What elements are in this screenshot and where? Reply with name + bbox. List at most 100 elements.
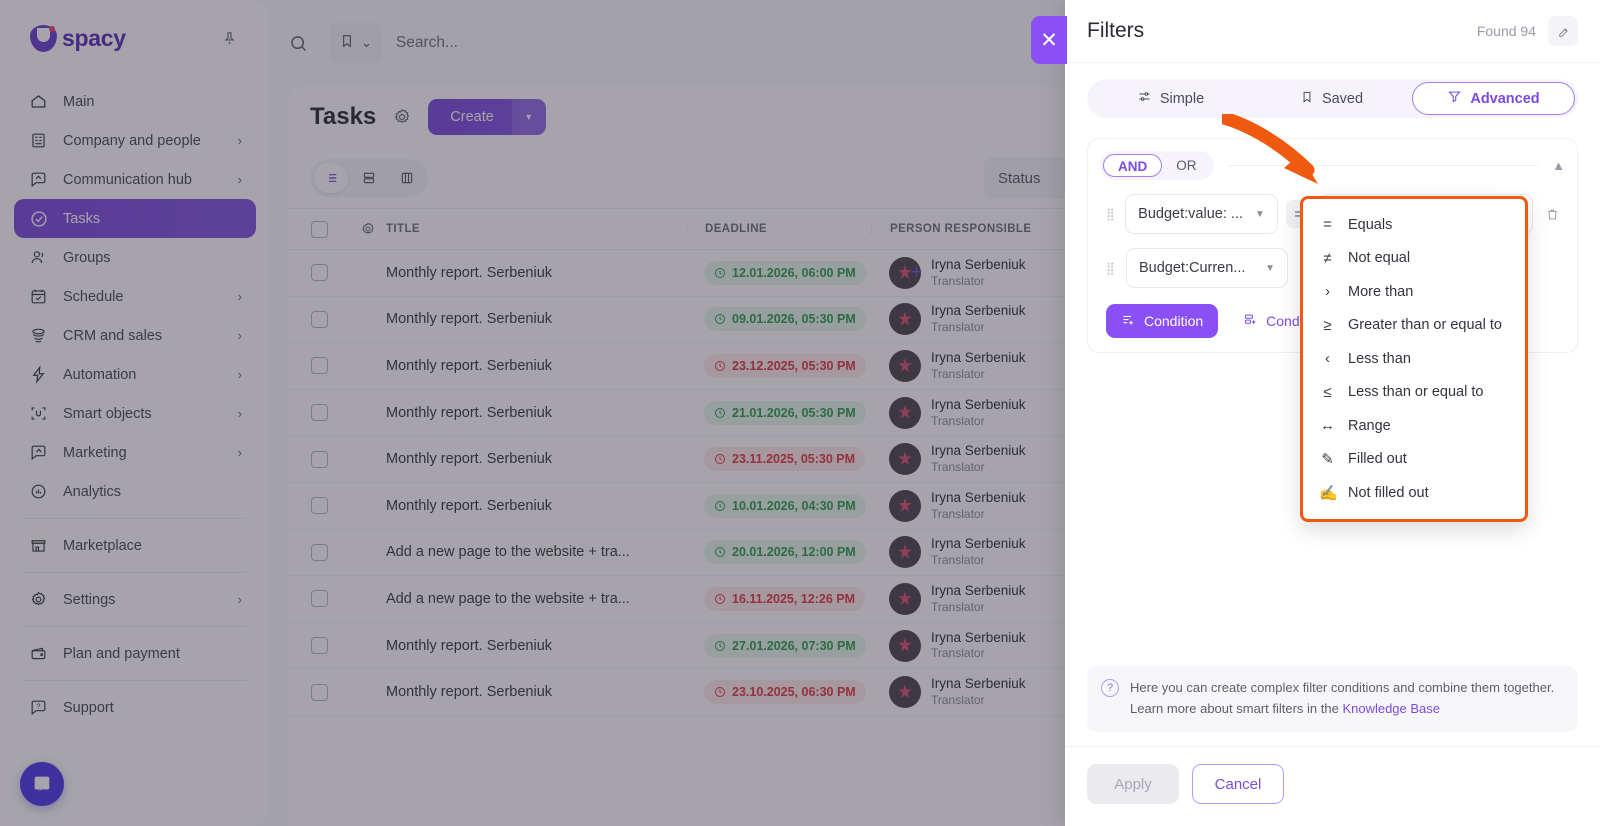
operator-menu-item[interactable]: ✍ Not filled out <box>1303 476 1525 510</box>
eraser-icon[interactable] <box>1548 16 1578 46</box>
table-row[interactable]: Monthly report. Serbeniuk 10.01.2026, 04:… <box>288 483 1582 530</box>
avatar <box>889 582 921 615</box>
messenger-icon[interactable] <box>20 762 64 806</box>
sidebar-item-marketing[interactable]: Marketing › <box>14 433 256 472</box>
row-checkbox[interactable] <box>310 497 328 515</box>
condition-field-label-2: Budget:Curren... <box>1139 260 1246 276</box>
table-row[interactable]: Monthly report. Serbeniuk 23.11.2025, 05:… <box>288 436 1582 483</box>
row-checkbox[interactable] <box>310 404 328 422</box>
task-title[interactable]: Add a new page to the website + tra... <box>386 544 630 561</box>
tab-advanced[interactable]: Advanced <box>1412 82 1575 115</box>
kanban-view-icon[interactable] <box>390 163 424 193</box>
condition-field-select-2[interactable]: Budget:Curren... ▼ <box>1126 248 1288 288</box>
operator-menu-item[interactable]: ≠ Not equal <box>1303 242 1525 276</box>
row-checkbox[interactable] <box>310 683 328 701</box>
row-checkbox[interactable] <box>310 543 328 561</box>
logic-toggle: AND OR <box>1100 151 1214 180</box>
home-icon <box>28 91 49 112</box>
table-row[interactable]: Monthly report. Serbeniuk 21.01.2026, 05:… <box>288 390 1582 437</box>
task-title[interactable]: Monthly report. Serbeniuk <box>386 404 553 421</box>
task-title[interactable]: Add a new page to the website + tra... <box>386 590 630 607</box>
table-row[interactable]: Monthly report. Serbeniuk 09.01.2026, 05:… <box>288 297 1582 344</box>
apply-button[interactable]: Apply <box>1087 764 1179 804</box>
tasks-settings-gear-icon[interactable] <box>390 105 414 129</box>
operator-menu-item[interactable]: ↔ Range <box>1303 409 1525 443</box>
row-checkbox[interactable] <box>310 357 328 375</box>
chevron-up-icon[interactable]: ▲ <box>1552 158 1565 173</box>
deadline-badge: 23.10.2025, 06:30 PM <box>704 680 866 705</box>
task-title[interactable]: Monthly report. Serbeniuk <box>386 637 553 654</box>
row-checkbox[interactable] <box>310 637 328 655</box>
operator-menu-item[interactable]: ‹ Less than <box>1303 342 1525 376</box>
logo[interactable]: spacy <box>30 24 126 52</box>
sidebar-item-crm-and-sales[interactable]: CRM and sales › <box>14 316 256 355</box>
table-row[interactable]: Add a new page to the website + tra... 16… <box>288 576 1582 623</box>
task-title[interactable]: Monthly report. Serbeniuk <box>386 357 553 374</box>
table-row[interactable]: Add a new page to the website + tra... 20… <box>288 530 1582 577</box>
row-checkbox[interactable] <box>310 590 328 608</box>
select-all-checkbox[interactable] <box>310 220 328 238</box>
sidebar-item-automation[interactable]: Automation › <box>14 355 256 394</box>
sidebar-item-label: Analytics <box>63 483 122 500</box>
operator-menu-item[interactable]: ≥ Greater than or equal to <box>1303 309 1525 343</box>
drag-handle-icon[interactable]: ⣿ <box>1106 207 1115 221</box>
sidebar-item-settings[interactable]: Settings › <box>14 580 256 619</box>
sidebar-item-plan-and-payment[interactable]: Plan and payment <box>14 634 256 673</box>
trash-icon[interactable] <box>1541 207 1565 222</box>
logic-and-button[interactable]: AND <box>1103 154 1163 177</box>
task-title[interactable]: Monthly report. Serbeniuk <box>386 684 553 701</box>
tab-saved[interactable]: Saved <box>1251 82 1412 115</box>
operator-menu-item[interactable]: › More than <box>1303 275 1525 309</box>
sidebar-item-tasks[interactable]: Tasks <box>14 199 256 238</box>
task-title[interactable]: Monthly report. Serbeniuk <box>386 264 553 281</box>
logic-or-button[interactable]: OR <box>1176 158 1197 173</box>
sidebar-item-groups[interactable]: Groups <box>14 238 256 277</box>
table-row[interactable]: Monthly report. Serbeniuk 12.01.2026, 06:… <box>288 250 1582 297</box>
search-icon[interactable] <box>288 33 309 54</box>
operator-menu-item[interactable]: ≤ Less than or equal to <box>1303 376 1525 410</box>
create-button[interactable]: Create ▾ <box>428 99 546 135</box>
operator-menu-item[interactable]: ✎ Filled out <box>1303 443 1525 477</box>
sidebar-item-schedule[interactable]: Schedule › <box>14 277 256 316</box>
person-name: Iryna Serbeniuk <box>931 676 1026 692</box>
row-checkbox[interactable] <box>310 450 328 468</box>
chevron-down-icon[interactable]: ▾ <box>511 99 546 135</box>
list-view-icon[interactable] <box>314 163 348 193</box>
task-title[interactable]: Monthly report. Serbeniuk <box>386 451 553 468</box>
table-row[interactable]: Monthly report. Serbeniuk 23.10.2025, 06:… <box>288 669 1582 716</box>
column-header-title[interactable]: TITLE <box>386 223 420 235</box>
add-condition-button[interactable]: Condition <box>1106 304 1219 338</box>
bookmark-filter-button[interactable]: ⌄ <box>329 23 382 63</box>
drag-handle-icon[interactable]: ⣿ <box>1106 261 1115 275</box>
row-checkbox[interactable] <box>310 264 328 282</box>
knowledge-base-link[interactable]: Knowledge Base <box>1342 701 1441 717</box>
tab-simple[interactable]: Simple <box>1090 82 1251 115</box>
close-icon[interactable]: ✕ <box>1031 16 1067 64</box>
task-title[interactable]: Monthly report. Serbeniuk <box>386 497 553 514</box>
add-person-icon[interactable]: + <box>911 261 923 283</box>
operator-menu-item-label: Not filled out <box>1348 484 1429 501</box>
column-header-deadline[interactable]: DEADLINE <box>686 223 871 235</box>
sidebar-item-marketplace[interactable]: Marketplace <box>14 526 256 565</box>
cancel-button[interactable]: Cancel <box>1192 764 1284 804</box>
hint-line-1: Here you can create complex filter condi… <box>1130 680 1555 696</box>
table-row[interactable]: Monthly report. Serbeniuk 23.12.2025, 05:… <box>288 343 1582 390</box>
column-header-person-responsible[interactable]: PERSON RESPONSIBLE <box>871 223 1582 235</box>
table-row[interactable]: Monthly report. Serbeniuk 27.01.2026, 07:… <box>288 623 1582 670</box>
board-view-icon[interactable] <box>352 163 386 193</box>
view-toggle <box>310 159 428 197</box>
task-title[interactable]: Monthly report. Serbeniuk <box>386 311 553 328</box>
sidebar-item-smart-objects[interactable]: Smart objects › <box>14 394 256 433</box>
sidebar-item-main[interactable]: Main <box>14 82 256 121</box>
sidebar-item-analytics[interactable]: Analytics <box>14 472 256 511</box>
sidebar-item-company-and-people[interactable]: Company and people › <box>14 121 256 160</box>
sidebar-item-communication-hub[interactable]: Communication hub › <box>14 160 256 199</box>
pin-icon[interactable] <box>216 25 242 51</box>
operator-menu-item[interactable]: = Equals <box>1303 208 1525 242</box>
condition-field-select-1[interactable]: Budget:value: ... ▼ <box>1125 194 1278 234</box>
task-deadline-cell: 23.12.2025, 05:30 PM <box>686 353 871 378</box>
row-checkbox[interactable] <box>310 310 328 328</box>
column-settings-gear-icon[interactable] <box>350 221 386 237</box>
sidebar-item-support[interactable]: ? Support <box>14 688 256 727</box>
person-name: Iryna Serbeniuk <box>931 629 1026 645</box>
